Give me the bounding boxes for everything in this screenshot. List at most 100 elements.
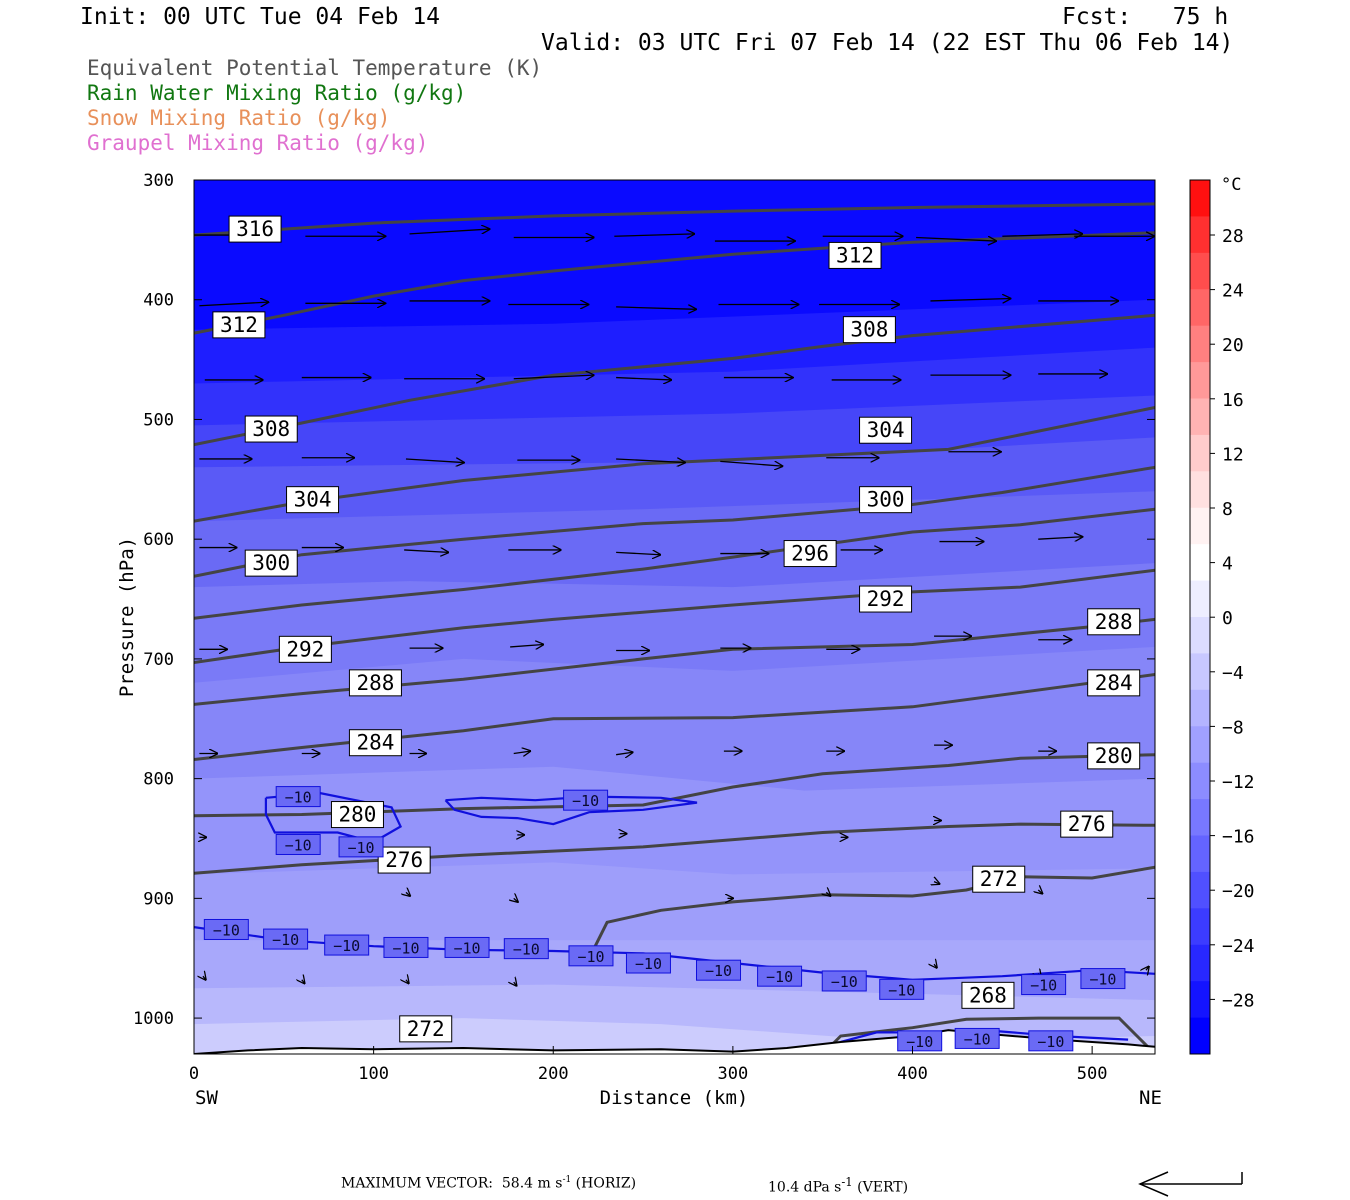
colorbar-swatch [1190, 471, 1210, 509]
isotherm-label: −10 [577, 948, 604, 966]
theta-e-label-box [348, 729, 402, 757]
y-tick-label: 300 [143, 171, 174, 191]
colorbar-swatch [1190, 507, 1210, 545]
colorbar-tick-label: 16 [1222, 390, 1244, 411]
x-tick-label: 200 [538, 1064, 569, 1084]
isotherm-label-box [338, 836, 384, 858]
isotherm-label: −10 [964, 1030, 991, 1048]
theta-e-contour [194, 202, 1155, 237]
wind-vector [514, 982, 517, 986]
wind-vector [510, 645, 543, 647]
isotherm-label-box [383, 936, 429, 958]
wind-vector [934, 964, 937, 968]
isotherm-minus10 [444, 795, 698, 826]
wind-vector [616, 378, 671, 380]
theta-e-label: 280 [1095, 744, 1133, 768]
horiz-exp: -1 [562, 1175, 572, 1185]
isotherm-label: −10 [831, 973, 858, 991]
max-vector-label: MAXIMUM VECTOR: [341, 1175, 493, 1192]
colorbar-tick-label: −20 [1222, 881, 1255, 902]
wind-vector [616, 752, 633, 754]
theta-e-label-box [1087, 608, 1141, 636]
isotherm-label-box [568, 945, 614, 967]
wind-vector [720, 460, 782, 466]
theta-e-label: 312 [836, 243, 874, 267]
theta-e-contour [194, 231, 1155, 335]
isotherm-label: −10 [392, 939, 419, 957]
theta-e-label: 276 [1068, 812, 1106, 836]
max-vector-footer: MAXIMUM VECTOR: 58.4 m s-1 (HORIZ) [341, 1175, 636, 1192]
colorbar-swatch [1190, 617, 1210, 654]
x-end-left: SW [195, 1087, 218, 1109]
forecast-hour: Fcst: 75 h [1062, 4, 1229, 30]
y-axis-title: Pressure (hPa) [116, 537, 138, 697]
colorbar-tick-label: −28 [1222, 990, 1255, 1011]
colorbar-swatch [1190, 762, 1210, 800]
wind-vector [404, 550, 448, 552]
valid-time: Valid: 03 UTC Fri 07 Feb 14 (22 EST Thu … [541, 30, 1234, 56]
colorbar-swatch [1190, 325, 1210, 363]
theta-e-label-box [377, 846, 431, 874]
theta-e-label-box [972, 865, 1026, 893]
isotherm-label-box [821, 970, 867, 992]
isotherm-label: −10 [1030, 977, 1057, 995]
theta-e-contour [194, 313, 1155, 447]
x-tick-label: 300 [718, 1064, 749, 1084]
wind-vector [513, 375, 594, 379]
isotherm-label-box [275, 786, 321, 808]
isotherm-label-box [625, 952, 671, 974]
colorbar-swatch [1190, 362, 1210, 399]
theta-e-contour [587, 865, 1155, 959]
theta-e-label-box [783, 540, 837, 568]
theta-e-label: 276 [385, 848, 423, 872]
colorbar-tick-label: 4 [1222, 554, 1233, 575]
wind-vector [934, 882, 940, 884]
theta-e-label: 272 [980, 867, 1018, 891]
init-time: Init: 00 UTC Tue 04 Feb 14 [80, 4, 441, 30]
max-vector-key [1138, 1171, 1243, 1197]
isotherm-label-box [1080, 968, 1126, 990]
colorbar-swatch [1190, 289, 1210, 327]
wind-vector [405, 459, 464, 463]
isotherm-label-box [757, 965, 803, 987]
isotherm-label: −10 [333, 937, 360, 955]
theta-e-label-box [828, 241, 882, 269]
theta-e-label-box [1060, 810, 1114, 838]
wind-vector [1038, 890, 1042, 894]
theta-e-label-box [228, 215, 282, 243]
y-tick-label: 700 [143, 650, 174, 670]
isotherm-label: −10 [705, 962, 732, 980]
x-end-right: NE [1139, 1087, 1162, 1109]
isotherm-label-box [954, 1027, 1000, 1049]
theta-e-label-box [286, 486, 340, 514]
colorbar-tick-label: −4 [1222, 663, 1244, 684]
wind-vector [1146, 967, 1149, 971]
isotherm-label: −10 [513, 941, 540, 959]
theta-e-label: 292 [286, 637, 324, 661]
vert-tag: (VERT) [852, 1179, 909, 1196]
isotherm-label: −10 [766, 968, 793, 986]
theta-e-label: 308 [252, 417, 290, 441]
theta-e-contour [194, 822, 1155, 875]
y-tick-label: 800 [143, 770, 174, 790]
theta-e-label: 280 [338, 803, 376, 827]
theta-e-label-box [1087, 669, 1141, 697]
legend-graupel: Graupel Mixing Ratio (g/kg) [87, 131, 429, 155]
wind-vector [199, 302, 268, 306]
colorbar-swatch [1190, 544, 1210, 582]
colorbar-swatch [1190, 252, 1210, 290]
y-tick-label: 400 [143, 291, 174, 311]
wind-vector [930, 299, 1010, 301]
theta-e-label: 268 [969, 983, 1007, 1007]
wind-vector [203, 976, 206, 980]
theta-e-label-box [212, 311, 266, 339]
vert-vector-footer: 10.4 dPa s-1 (VERT) [768, 1175, 908, 1196]
colorbar-tick-label: 24 [1222, 281, 1244, 302]
isotherm-label-box [203, 918, 249, 940]
wind-vector [826, 892, 830, 896]
theta-e-contour [194, 465, 1155, 578]
isotherm-label-box [897, 1030, 943, 1052]
isotherm-label-box [324, 934, 370, 956]
colorbar-tick-label: −8 [1222, 717, 1244, 738]
colorbar-swatch [1190, 434, 1210, 472]
